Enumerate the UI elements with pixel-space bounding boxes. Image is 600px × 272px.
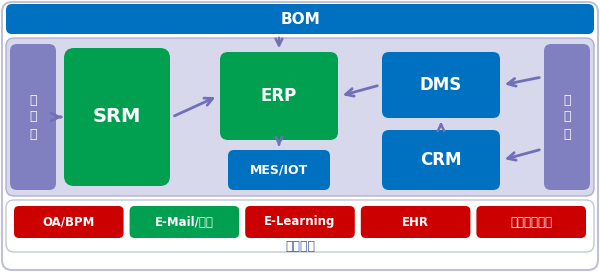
FancyBboxPatch shape <box>2 2 598 270</box>
Text: DMS: DMS <box>420 76 462 94</box>
Text: BOM: BOM <box>280 11 320 26</box>
Text: SRM: SRM <box>93 107 141 126</box>
Text: 基础服务: 基础服务 <box>285 240 315 252</box>
Text: E-Learning: E-Learning <box>265 215 335 228</box>
FancyBboxPatch shape <box>476 206 586 238</box>
FancyBboxPatch shape <box>64 48 170 186</box>
FancyArrowPatch shape <box>275 38 283 45</box>
FancyBboxPatch shape <box>220 52 338 140</box>
FancyBboxPatch shape <box>6 38 594 196</box>
Text: MES/IOT: MES/IOT <box>250 163 308 177</box>
FancyBboxPatch shape <box>228 150 330 190</box>
FancyBboxPatch shape <box>544 44 590 190</box>
Text: 绩效管理系统: 绩效管理系统 <box>510 215 552 228</box>
FancyArrowPatch shape <box>508 150 539 160</box>
FancyArrowPatch shape <box>508 78 539 86</box>
FancyBboxPatch shape <box>6 200 594 252</box>
Text: E-Mail/钉钉: E-Mail/钉钉 <box>155 215 214 228</box>
FancyBboxPatch shape <box>10 44 56 190</box>
FancyArrowPatch shape <box>437 125 445 131</box>
Text: ERP: ERP <box>261 87 297 105</box>
FancyBboxPatch shape <box>382 52 500 118</box>
Text: OA/BPM: OA/BPM <box>43 215 95 228</box>
Text: 供
应
商: 供 应 商 <box>29 94 37 141</box>
FancyBboxPatch shape <box>130 206 239 238</box>
FancyBboxPatch shape <box>245 206 355 238</box>
FancyArrowPatch shape <box>175 98 212 116</box>
FancyBboxPatch shape <box>6 4 594 34</box>
Text: EHR: EHR <box>402 215 429 228</box>
FancyArrowPatch shape <box>51 113 61 121</box>
FancyBboxPatch shape <box>382 130 500 190</box>
FancyArrowPatch shape <box>275 137 283 144</box>
FancyArrowPatch shape <box>346 86 377 96</box>
Text: CRM: CRM <box>420 151 462 169</box>
FancyBboxPatch shape <box>14 206 124 238</box>
Text: 经
销
商: 经 销 商 <box>563 94 571 141</box>
FancyBboxPatch shape <box>361 206 470 238</box>
